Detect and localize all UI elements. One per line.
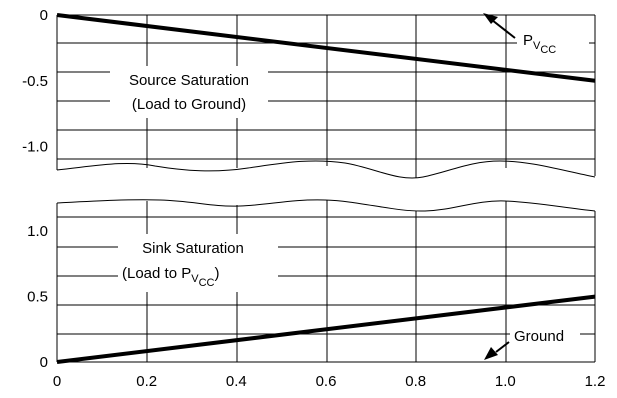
ground-series-line — [56, 294, 596, 364]
lower-grid — [56, 199, 596, 363]
upper-annotation: Source Saturation (Load to Ground) — [110, 66, 268, 118]
svg-text:PVCC: PVCC — [523, 32, 556, 56]
lower-y-tick-label: 0.5 — [27, 289, 48, 306]
ground-label-text: Ground — [514, 328, 564, 345]
lower-break-line — [56, 199, 596, 212]
lower-annotation: Sink Saturation (Load to PVCC) — [118, 234, 278, 292]
lower-y-tick-label: 0 — [40, 354, 48, 371]
pvcc-leader-arrow — [483, 13, 516, 39]
x-tick-label: 0.6 — [316, 373, 337, 390]
upper-break-line — [56, 160, 596, 179]
ground-leader-arrow — [484, 341, 510, 360]
upper-annotation-line1: Source Saturation — [129, 72, 249, 89]
ground-series-label: Ground — [510, 326, 580, 346]
x-tick-label: 0.8 — [405, 373, 426, 390]
upper-y-tick-label: 0 — [40, 7, 48, 24]
x-tick-label: 1.0 — [495, 373, 516, 390]
upper-y-tick-label: -0.5 — [22, 73, 48, 90]
lower-y-tick-label: 1.0 — [27, 223, 48, 240]
pvcc-series-label: PVCC — [517, 28, 589, 56]
lower-annotation-line2: (Load to PVCC) — [122, 265, 219, 289]
x-tick-label: 0.2 — [136, 373, 157, 390]
x-tick-label: 0 — [53, 373, 61, 390]
x-tick-label: 1.2 — [585, 373, 606, 390]
tick-labels: 0-0.5-1.01.00.500 0.2 0.4 0.6 0.8 1.0 1.2 — [22, 7, 605, 390]
lower-annotation-line1: Sink Saturation — [142, 240, 244, 257]
upper-y-tick-label: -1.0 — [22, 139, 48, 156]
pvcc-series-line — [56, 13, 596, 83]
x-tick-label: 0.4 — [226, 373, 247, 390]
upper-annotation-line2: (Load to Ground) — [132, 96, 246, 113]
